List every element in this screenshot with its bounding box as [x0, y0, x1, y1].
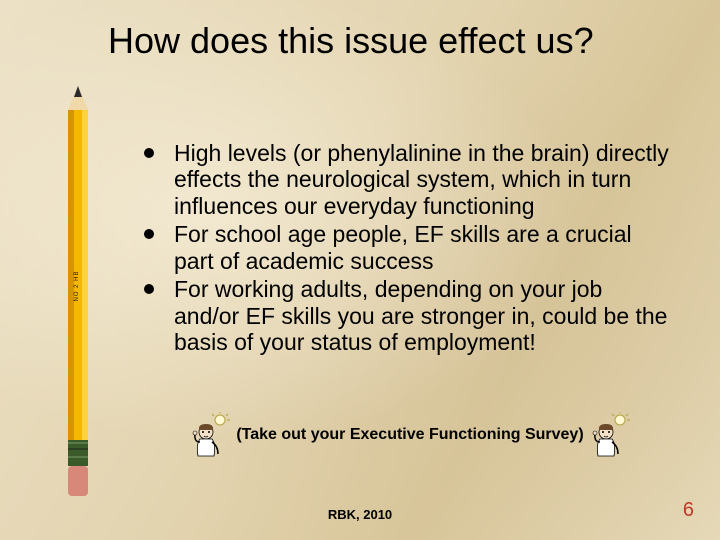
- bullet-list: High levels (or phenylalinine in the bra…: [144, 140, 670, 358]
- bullet-text: For school age people, EF skills are a c…: [174, 221, 632, 273]
- idea-person-icon: [590, 412, 630, 458]
- svg-text:NO 2 HB: NO 2 HB: [74, 270, 80, 301]
- idea-person-icon: [190, 412, 230, 458]
- slide: How does this issue effect us? NO 2 HB H…: [0, 0, 720, 540]
- list-item: For school age people, EF skills are a c…: [144, 221, 670, 274]
- bullet-text: High levels (or phenylalinine in the bra…: [174, 140, 669, 219]
- survey-note-row: (Take out your Executive Functioning Sur…: [160, 412, 660, 458]
- bullet-text: For working adults, depending on your jo…: [174, 276, 667, 355]
- slide-title: How does this issue effect us?: [108, 20, 680, 62]
- pencil-icon: NO 2 HB: [64, 86, 92, 498]
- list-item: High levels (or phenylalinine in the bra…: [144, 140, 670, 219]
- footer-text: RBK, 2010: [0, 507, 720, 522]
- survey-note-text: (Take out your Executive Functioning Sur…: [236, 426, 583, 444]
- page-number: 6: [683, 499, 694, 522]
- list-item: For working adults, depending on your jo…: [144, 276, 670, 355]
